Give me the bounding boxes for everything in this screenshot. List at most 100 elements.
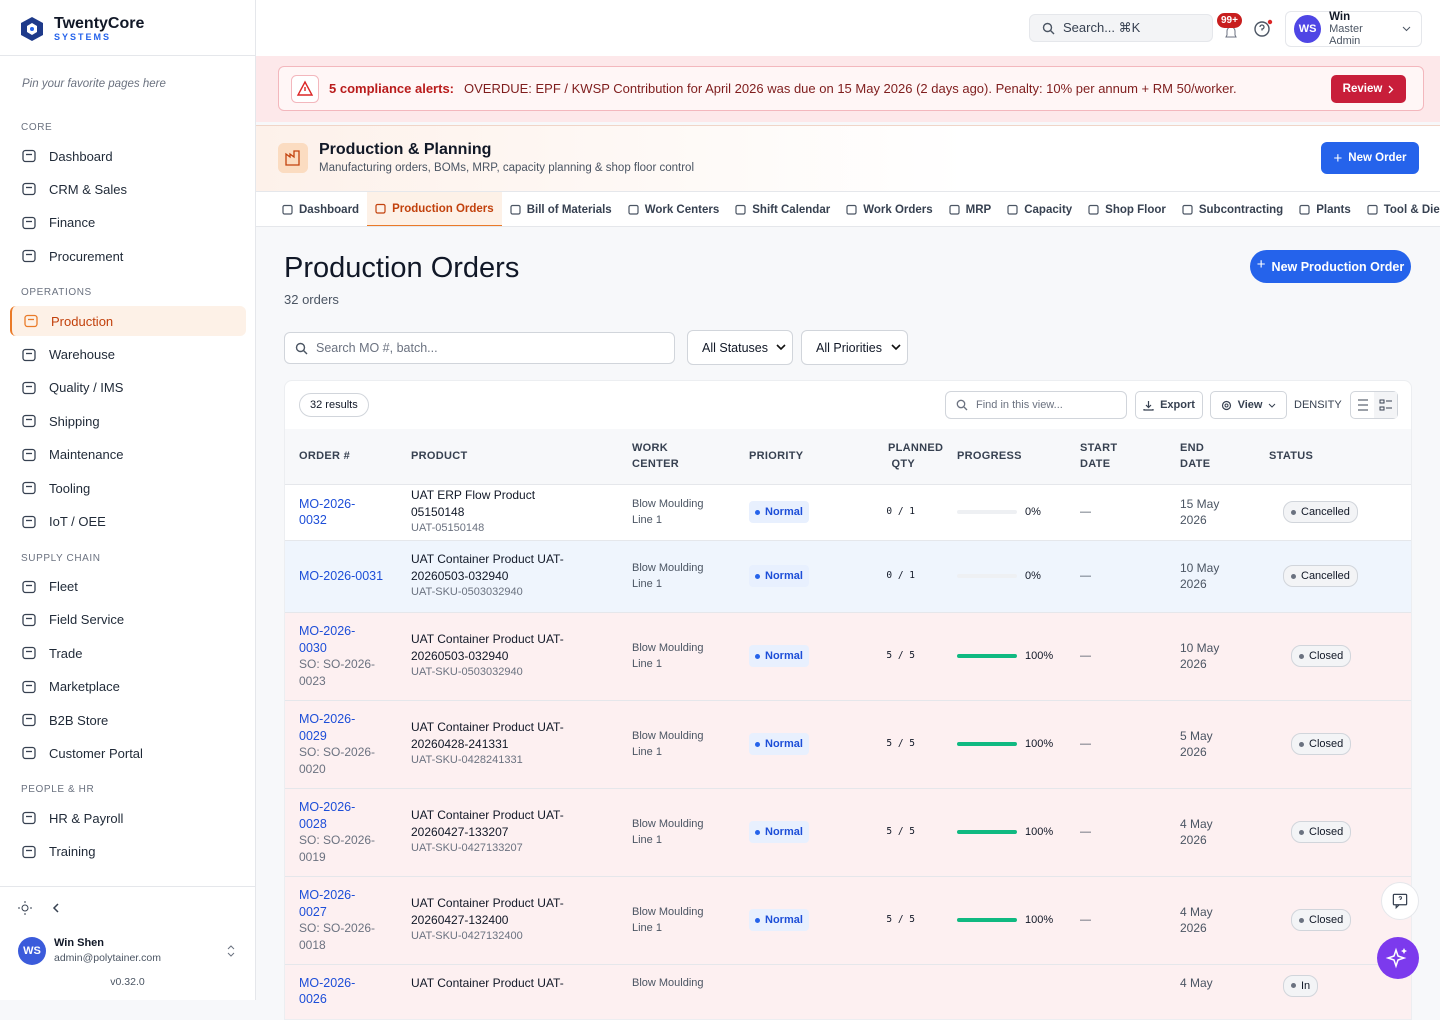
end-date: 10 May 2026 bbox=[1180, 640, 1220, 672]
density-toggle[interactable] bbox=[1350, 391, 1398, 419]
order-link[interactable]: MO-2026-0026 bbox=[299, 975, 356, 1007]
feedback-button[interactable] bbox=[1381, 882, 1419, 920]
nav-item[interactable]: Marketplace bbox=[10, 672, 246, 702]
user-email: admin@polytainer.com bbox=[54, 952, 161, 964]
progress: 0% bbox=[957, 504, 1066, 521]
user-menu[interactable] bbox=[226, 944, 236, 958]
nav-item[interactable]: Production bbox=[10, 306, 246, 337]
nav-item[interactable]: Trade bbox=[10, 638, 246, 668]
nav-item[interactable]: Customer Portal bbox=[10, 738, 246, 768]
sales-order: SO: SO-2026-0018 bbox=[299, 921, 376, 952]
export-button[interactable]: Export bbox=[1135, 391, 1203, 419]
order-link[interactable]: MO-2026-0029 bbox=[299, 712, 356, 743]
nav-item[interactable]: Finance bbox=[10, 208, 246, 238]
logo bbox=[21, 17, 43, 41]
user-menu[interactable]: WS Win Master Admin bbox=[1285, 11, 1422, 47]
order-row[interactable]: MO-2026-0027 SO: SO-2026-0018 UAT Containe… bbox=[285, 875, 1411, 964]
tab-icon bbox=[375, 203, 386, 214]
product-name: UAT Container Product UAT-20260503-03294… bbox=[411, 552, 564, 583]
nav-item[interactable]: IoT / OEE bbox=[10, 507, 246, 537]
nav-item[interactable]: Warehouse bbox=[10, 340, 246, 370]
tab[interactable]: Work Centers bbox=[620, 192, 728, 226]
tab[interactable]: Work Orders bbox=[838, 192, 940, 226]
icon bbox=[22, 812, 36, 825]
new-order-button[interactable]: + New Order bbox=[1321, 142, 1419, 174]
tab[interactable]: MRP bbox=[941, 192, 1000, 226]
nav-item[interactable]: Training bbox=[10, 837, 246, 867]
nav-item[interactable]: Dashboard bbox=[10, 141, 246, 171]
tab-label: MRP bbox=[965, 203, 992, 216]
assistant-button[interactable] bbox=[1377, 937, 1419, 979]
nav-item[interactable]: Procurement bbox=[10, 241, 246, 271]
start-date: — bbox=[1080, 569, 1091, 582]
search-placeholder: Search MO #, batch... bbox=[316, 341, 438, 355]
tab[interactable]: Subcontracting bbox=[1174, 192, 1291, 226]
tab[interactable]: Capacity bbox=[999, 192, 1080, 226]
nav-item[interactable]: CRM & Sales bbox=[10, 174, 246, 204]
progress-label: 100% bbox=[1025, 913, 1054, 926]
global-search[interactable]: Search... ⌘K bbox=[1029, 14, 1213, 42]
order-row[interactable]: MO-2026-0029 SO: SO-2026-0020 UAT Containe… bbox=[285, 699, 1411, 788]
density-list[interactable] bbox=[1351, 392, 1374, 418]
order-link[interactable]: MO-2026-0028 bbox=[299, 800, 356, 831]
nav-label: Field Service bbox=[49, 612, 125, 628]
order-link[interactable]: MO-2026-0032 bbox=[299, 496, 356, 528]
tab[interactable]: Plants bbox=[1291, 192, 1359, 226]
order-search[interactable]: Search MO #, batch... bbox=[284, 332, 675, 364]
density-compact[interactable] bbox=[1374, 392, 1397, 418]
tab[interactable]: Tool & Die bbox=[1359, 192, 1440, 226]
progress: 100% bbox=[957, 736, 1066, 753]
tab[interactable]: Shift Calendar bbox=[727, 192, 838, 226]
nav-item[interactable]: Fleet bbox=[10, 572, 246, 602]
progress-fill bbox=[957, 742, 1017, 746]
nav-item[interactable]: B2B Store bbox=[10, 705, 246, 735]
view-button[interactable]: View bbox=[1210, 391, 1287, 419]
column-header: PRODUCT bbox=[397, 429, 618, 484]
tab-label: Shift Calendar bbox=[752, 203, 831, 216]
help[interactable] bbox=[1253, 19, 1273, 39]
order-row[interactable]: MO-2026-0032 UAT ERP Flow Product 0515014… bbox=[285, 483, 1411, 540]
order-row[interactable]: MO-2026-0030 SO: SO-2026-0023 UAT Containe… bbox=[285, 611, 1411, 700]
new-production-order-button[interactable]: + New Production Order bbox=[1250, 250, 1411, 283]
tab[interactable]: Bill of Materials bbox=[502, 192, 620, 226]
tab[interactable]: Production Orders bbox=[367, 192, 502, 226]
status-filter[interactable]: All Statuses bbox=[687, 330, 793, 365]
progress-track bbox=[957, 918, 1017, 922]
qty: 5 / 5 bbox=[886, 913, 915, 925]
nav-item[interactable]: Shipping bbox=[10, 406, 246, 436]
end-date: 10 May 2026 bbox=[1180, 560, 1220, 592]
nav-label: CRM & Sales bbox=[49, 181, 128, 197]
review-button[interactable]: Review bbox=[1331, 75, 1406, 103]
table-body: MO-2026-0032 UAT ERP Flow Product 0515014… bbox=[285, 483, 1411, 1019]
tab[interactable]: Shop Floor bbox=[1080, 192, 1174, 226]
tab[interactable]: Dashboard bbox=[274, 192, 367, 226]
nav-item[interactable]: HR & Payroll bbox=[10, 803, 246, 833]
avatar: WS bbox=[1294, 15, 1322, 43]
order-link[interactable]: MO-2026-0027 bbox=[299, 888, 356, 919]
nav-item[interactable]: Maintenance bbox=[10, 440, 246, 470]
nav-item[interactable]: Field Service bbox=[10, 605, 246, 635]
sku: UAT-SKU-0503032940 bbox=[411, 666, 523, 679]
collapse[interactable] bbox=[50, 902, 62, 914]
nav-item[interactable]: Tooling bbox=[10, 473, 246, 503]
plus: + bbox=[1333, 149, 1343, 167]
order-link[interactable]: MO-2026-0030 bbox=[299, 624, 356, 655]
nav-item[interactable]: Quality / IMS bbox=[10, 373, 246, 403]
theme-toggle[interactable] bbox=[18, 901, 32, 915]
priority-badge: Normal bbox=[749, 820, 809, 844]
order-row[interactable]: MO-2026-0028 SO: SO-2026-0019 UAT Containe… bbox=[285, 787, 1411, 876]
work-center-cell: Blow Moulding Line 1 bbox=[618, 539, 735, 612]
order-row[interactable]: MO-2026-0026 UAT Container Product UAT- Bl… bbox=[285, 963, 1411, 1019]
order-row[interactable]: MO-2026-0031 UAT Container Product UAT-20… bbox=[285, 539, 1411, 612]
tab-label: Capacity bbox=[1024, 203, 1073, 216]
sku: UAT-SKU-0427133207 bbox=[411, 842, 523, 855]
priority-filter[interactable]: All Priorities bbox=[801, 330, 908, 365]
progress: 100% bbox=[957, 912, 1066, 929]
order-link[interactable]: MO-2026-0031 bbox=[299, 568, 384, 583]
product-cell: UAT Container Product UAT-20260503-03294… bbox=[397, 611, 618, 700]
priority-label: Normal bbox=[765, 649, 803, 662]
progress-label: 0% bbox=[1025, 505, 1041, 518]
progress: 100% bbox=[957, 824, 1066, 841]
find-input[interactable]: Find in this view... bbox=[945, 391, 1127, 419]
nav-label: Marketplace bbox=[49, 679, 120, 695]
